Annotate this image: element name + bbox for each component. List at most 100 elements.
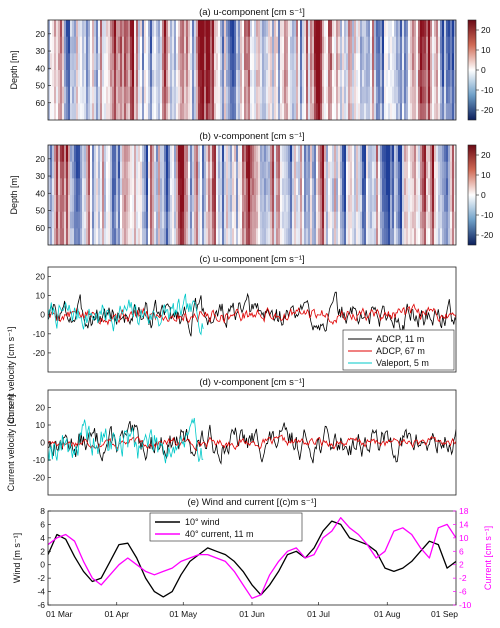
heatmap-cell — [166, 36, 169, 54]
heatmap-cell — [250, 195, 253, 213]
heatmap-cell — [238, 228, 241, 245]
heatmap-cell — [452, 103, 455, 120]
heatmap-cell — [206, 20, 209, 38]
heatmap-cell — [156, 195, 159, 213]
heatmap-cell — [288, 86, 291, 104]
heatmap-cell — [378, 178, 381, 196]
heatmap-cell — [296, 161, 299, 179]
heatmap-cell — [182, 178, 185, 196]
heatmap-cell — [204, 178, 207, 196]
heatmap-cell — [108, 20, 111, 38]
heatmap-cell — [172, 178, 175, 196]
heatmap-cell — [340, 70, 343, 88]
heatmap-cell — [56, 53, 59, 71]
heatmap-cell — [362, 161, 365, 179]
heatmap-cell — [296, 53, 299, 71]
heatmap-cell — [206, 178, 209, 196]
heatmap-cell — [146, 178, 149, 196]
heatmap-cell — [74, 70, 77, 88]
heatmap-cell — [320, 161, 323, 179]
heatmap-cell — [370, 195, 373, 213]
heatmap-cell — [144, 20, 147, 38]
heatmap-cell — [162, 178, 165, 196]
heatmap-cell — [162, 161, 165, 179]
heatmap-cell — [84, 20, 87, 38]
heatmap-cell — [258, 228, 261, 245]
heatmap-cell — [266, 36, 269, 54]
heatmap-cell — [82, 53, 85, 71]
heatmap-cell — [416, 53, 419, 71]
heatmap-cell — [104, 36, 107, 54]
heatmap-cell — [234, 145, 237, 163]
heatmap-cell — [398, 70, 401, 88]
heatmap-cell — [226, 195, 229, 213]
heatmap-cell — [60, 86, 63, 104]
heatmap-cell — [194, 211, 197, 229]
heatmap-cell — [454, 20, 456, 38]
heatmap-cell — [180, 86, 183, 104]
heatmap-cell — [98, 195, 101, 213]
heatmap-cell — [318, 161, 321, 179]
heatmap-cell — [68, 228, 71, 245]
heatmap-cell — [110, 178, 113, 196]
heatmap-cell — [326, 103, 329, 120]
heatmap-cell — [372, 20, 375, 38]
heatmap-cell — [98, 103, 101, 120]
heatmap-cell — [138, 161, 141, 179]
heatmap-cell — [178, 145, 181, 163]
heatmap-cell — [228, 20, 231, 38]
heatmap-cell — [314, 228, 317, 245]
heatmap-cell — [342, 211, 345, 229]
heatmap-cell — [296, 86, 299, 104]
heatmap-cell — [168, 195, 171, 213]
heatmap-cell — [418, 103, 421, 120]
heatmap-cell — [122, 86, 125, 104]
heatmap-cell — [248, 70, 251, 88]
heatmap-cell — [218, 178, 221, 196]
heatmap-cell — [366, 195, 369, 213]
heatmap-cell — [320, 195, 323, 213]
heatmap-cell — [242, 211, 245, 229]
heatmap-cell — [82, 228, 85, 245]
heatmap-cell — [398, 228, 401, 245]
heatmap-cell — [138, 195, 141, 213]
heatmap-cell — [314, 86, 317, 104]
heatmap-cell — [350, 20, 353, 38]
heatmap-cell — [414, 195, 417, 213]
heatmap-cell — [274, 161, 277, 179]
heatmap-cell — [372, 103, 375, 120]
heatmap-cell — [124, 228, 127, 245]
heatmap-cell — [174, 86, 177, 104]
heatmap-cell — [170, 228, 173, 245]
heatmap-cell — [84, 53, 87, 71]
heatmap-cell — [320, 53, 323, 71]
heatmap-cell — [170, 211, 173, 229]
heatmap-cell — [438, 103, 441, 120]
heatmap-cell — [422, 36, 425, 54]
heatmap-cell — [164, 145, 167, 163]
heatmap-cell — [210, 20, 213, 38]
heatmap-cell — [348, 228, 351, 245]
heatmap-cell — [414, 86, 417, 104]
series-line — [48, 517, 456, 599]
heatmap-cell — [240, 161, 243, 179]
heatmap-cell — [214, 178, 217, 196]
heatmap-cell — [404, 53, 407, 71]
heatmap-cell — [250, 228, 253, 245]
heatmap-cell — [286, 103, 289, 120]
heatmap-cell — [156, 20, 159, 38]
heatmap-cell — [366, 211, 369, 229]
heatmap-cell — [278, 145, 281, 163]
heatmap-cell — [370, 36, 373, 54]
heatmap-cell — [172, 195, 175, 213]
heatmap-cell — [190, 145, 193, 163]
heatmap-cell — [208, 161, 211, 179]
heatmap-cell — [400, 145, 403, 163]
heatmap-cell — [406, 145, 409, 163]
heatmap-cell — [442, 178, 445, 196]
heatmap-cell — [382, 228, 385, 245]
heatmap-cell — [196, 145, 199, 163]
heatmap-cell — [392, 70, 395, 88]
